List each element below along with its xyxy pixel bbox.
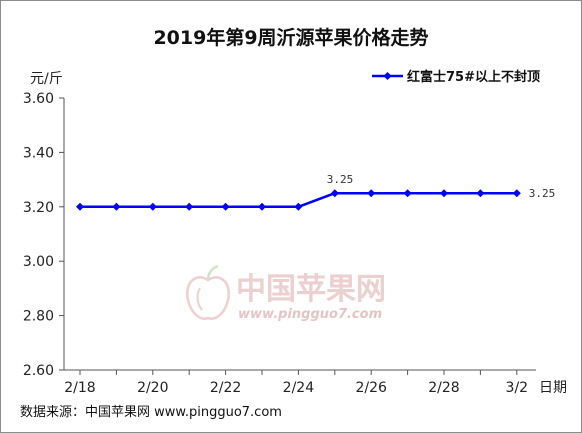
data-point bbox=[221, 202, 230, 211]
apple-logo-icon bbox=[185, 264, 231, 320]
data-source: 数据来源：中国苹果网 www.pingguo7.com bbox=[20, 405, 282, 420]
data-point bbox=[112, 202, 121, 211]
x-tick-label: 2/20 bbox=[137, 380, 168, 396]
data-labels: 3.25 3.25 bbox=[327, 173, 556, 200]
y-tick-label: 3.00 bbox=[23, 254, 54, 270]
legend-label: 红富士75#以上不封顶 bbox=[407, 69, 540, 85]
x-tick-label: 2/18 bbox=[64, 380, 95, 396]
data-point bbox=[367, 189, 376, 198]
y-tick-label: 2.60 bbox=[23, 363, 54, 379]
y-tick-label: 3.20 bbox=[23, 200, 54, 216]
data-label: 3.25 bbox=[327, 173, 354, 186]
data-point bbox=[440, 189, 448, 198]
data-point bbox=[512, 189, 521, 198]
y-axis-ticks: 3.60 3.40 3.20 3.00 2.80 2.60 bbox=[23, 91, 64, 379]
watermark-url: www.pingguo7.com bbox=[238, 307, 382, 322]
x-tick-label: 2/28 bbox=[428, 380, 459, 396]
data-point bbox=[476, 189, 485, 198]
legend-marker bbox=[383, 72, 392, 80]
data-point bbox=[330, 189, 339, 198]
x-axis-ticks: 2/18 2/20 2/22 2/24 2/26 2/28 3/2 bbox=[64, 370, 528, 396]
x-tick-label: 2/22 bbox=[210, 380, 241, 396]
data-label: 3.25 bbox=[529, 187, 556, 200]
legend: 红富士75#以上不封顶 bbox=[372, 69, 540, 85]
data-point bbox=[258, 202, 266, 211]
x-tick-label: 2/24 bbox=[283, 380, 315, 396]
series-group bbox=[76, 189, 521, 211]
data-point bbox=[148, 202, 157, 211]
watermark-name: 中国苹果网 bbox=[236, 272, 386, 307]
x-tick-label: 2/26 bbox=[355, 380, 387, 396]
data-point bbox=[294, 202, 303, 211]
data-point bbox=[76, 202, 84, 211]
watermark: 中国苹果网 www.pingguo7.com bbox=[185, 264, 386, 322]
chart-title: 2019年第9周沂源苹果价格走势 bbox=[153, 26, 428, 49]
data-point bbox=[403, 189, 412, 198]
y-tick-label: 3.60 bbox=[23, 91, 54, 107]
data-point bbox=[185, 202, 194, 211]
y-axis-unit: 元/斤 bbox=[30, 71, 63, 87]
x-tick-label: 3/2 bbox=[506, 380, 529, 396]
y-tick-label: 2.80 bbox=[23, 309, 54, 325]
x-axis-unit: 日期 bbox=[539, 380, 567, 396]
y-tick-label: 3.40 bbox=[23, 145, 54, 161]
